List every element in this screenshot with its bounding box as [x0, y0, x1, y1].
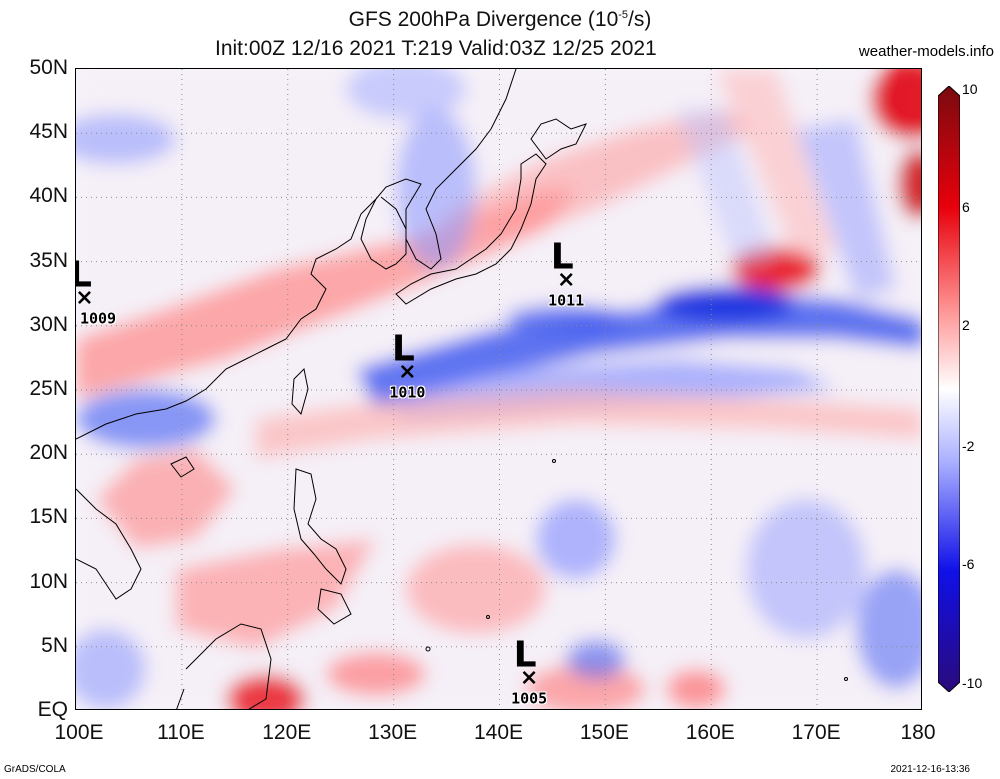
chart-subtitle: Init:00Z 12/16 2021 T:219 Valid:03Z 12/2…: [215, 37, 657, 60]
colorbar-tick-label: 6: [962, 199, 970, 215]
low-center-x-icon: ×: [398, 360, 416, 385]
low-symbol: L: [76, 254, 92, 295]
low-pressure-value: 1011: [548, 291, 584, 309]
low-symbol: L: [514, 634, 537, 675]
colorbar-tick-label: -10: [962, 675, 983, 691]
low-pressure-center: L×1010: [389, 329, 425, 402]
latitude-label: 10N: [29, 569, 68, 593]
chart-title: GFS 200hPa Divergence (10-5/s): [348, 8, 652, 31]
generated-timestamp: 2021-12-16-13:36: [890, 764, 970, 775]
colorbar-tick-label: -6: [962, 556, 975, 572]
colorbar-gradient: [937, 85, 961, 693]
low-center-x-icon: ×: [76, 285, 94, 310]
longitude-label: 180: [900, 721, 936, 744]
longitude-label: 170E: [791, 721, 841, 744]
lat-lon-grid: [76, 69, 921, 709]
divergence-field: [76, 69, 921, 709]
low-symbol: L: [551, 236, 574, 277]
latitude-label: 20N: [29, 441, 68, 465]
longitude-label: 110E: [157, 721, 205, 744]
longitude-label: 100E: [54, 721, 104, 744]
longitude-label: 160E: [685, 721, 735, 744]
colorbar-tick-label: 2: [962, 317, 970, 333]
colorbar: [937, 85, 961, 697]
latitude-label: 15N: [29, 505, 68, 529]
colorbar-tick-label: 10: [962, 81, 978, 97]
latitude-label: 45N: [29, 120, 68, 144]
longitude-label: 120E: [262, 721, 312, 744]
low-pressure-center: L×1009: [76, 254, 116, 327]
low-pressure-center: L×1005: [511, 634, 547, 707]
colorbar-tick-label: -2: [962, 438, 975, 454]
latitude-label: 25N: [29, 377, 68, 400]
latitude-label: EQ: [37, 698, 68, 721]
longitude-label: 150E: [579, 721, 629, 744]
low-symbol: L: [392, 329, 415, 370]
low-pressure-value: 1010: [389, 384, 425, 402]
latitude-label: 30N: [29, 312, 68, 336]
low-pressure-center: L×1011: [548, 236, 584, 309]
low-pressure-value: 1009: [80, 309, 116, 327]
site-credit: weather-models.info: [858, 43, 994, 60]
longitude-label: 140E: [473, 721, 524, 744]
low-center-x-icon: ×: [520, 665, 538, 690]
latitude-label: 50N: [29, 56, 68, 79]
coastlines: [76, 69, 848, 709]
low-center-x-icon: ×: [557, 267, 575, 292]
colorbar-svg: [937, 85, 961, 693]
software-credit: GrADS/COLA: [4, 764, 66, 775]
latitude-label: 40N: [29, 184, 68, 208]
low-pressure-value: 1005: [511, 689, 547, 707]
latitude-label: 35N: [29, 248, 68, 272]
latitude-label: 5N: [41, 633, 68, 657]
longitude-label: 130E: [368, 721, 418, 744]
